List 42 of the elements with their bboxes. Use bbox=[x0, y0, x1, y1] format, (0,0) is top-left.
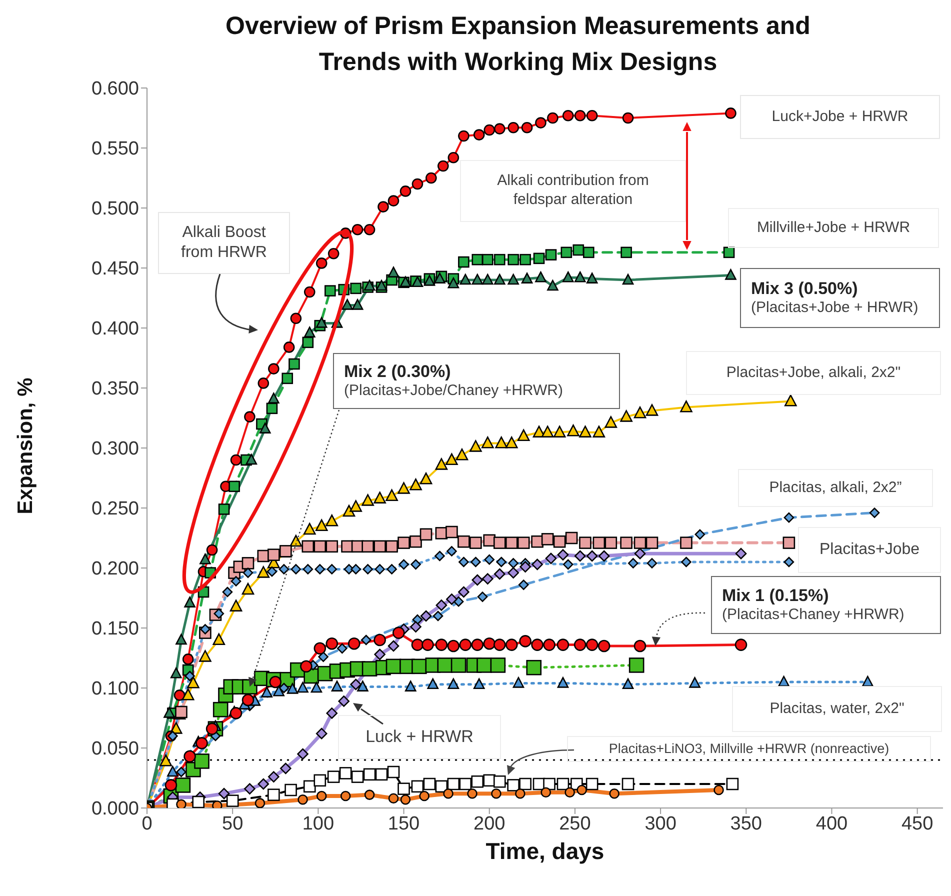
y-tick-label: 0.600 bbox=[91, 78, 139, 100]
y-tick-label: 0.550 bbox=[91, 138, 139, 160]
annotation: Placitas+LiNO3, Millville +HRWR (nonreactive) bbox=[608, 740, 890, 758]
y-axis-title: Expansion, % bbox=[14, 376, 38, 516]
y-tick-label: 0.350 bbox=[91, 378, 139, 400]
x-tick-label: 250 bbox=[559, 813, 591, 834]
annotation: (Placitas+Chaney +HRWR) bbox=[722, 606, 904, 625]
annotation: Placitas, water, 2x2" bbox=[770, 700, 904, 718]
x-tick-label: 400 bbox=[816, 813, 848, 834]
annotation: Luck + HRWR bbox=[366, 726, 474, 748]
annotation: Luck+Jobe + HRWR bbox=[772, 108, 908, 126]
annotation: (Placitas+Jobe + HRWR) bbox=[751, 299, 918, 318]
x-tick-label: 0 bbox=[142, 813, 152, 834]
annotation: (Placitas+Jobe/Chaney +HRWR) bbox=[344, 382, 563, 401]
x-tick-label: 200 bbox=[474, 813, 506, 834]
y-tick-label: 0.450 bbox=[91, 258, 139, 280]
x-tick-label: 350 bbox=[730, 813, 762, 834]
y-tick-label: 0.150 bbox=[91, 618, 139, 640]
annotation: Placitas, alkali, 2x2” bbox=[769, 478, 902, 498]
x-tick-label: 150 bbox=[388, 813, 420, 834]
y-tick-label: 0.500 bbox=[91, 198, 139, 220]
y-tick-label: 0.400 bbox=[91, 318, 139, 340]
y-tick-label: 0.050 bbox=[91, 738, 139, 760]
x-tick-label: 300 bbox=[644, 813, 676, 834]
x-axis-title: Time, days bbox=[484, 838, 606, 865]
x-tick-label: 100 bbox=[302, 813, 334, 834]
annotation: Placitas+Jobe bbox=[819, 540, 920, 560]
x-tick-label: 450 bbox=[901, 813, 934, 834]
y-tick-label: 0.200 bbox=[91, 558, 139, 580]
annotation: Mix 3 (0.50%) bbox=[751, 278, 858, 300]
annotation: Alkali Boost from HRWR bbox=[180, 223, 268, 263]
annotation: Placitas+Jobe, alkali, 2x2" bbox=[726, 364, 901, 382]
annotation: Alkali contribution from feldspar alteration bbox=[496, 172, 650, 210]
y-tick-label: 0.250 bbox=[91, 498, 139, 520]
y-tick-label: 0.300 bbox=[91, 438, 139, 460]
y-tick-label: 0.000 bbox=[91, 798, 139, 820]
annotation: Millville+Jobe + HRWR bbox=[756, 218, 910, 238]
annotation: Mix 2 (0.30%) bbox=[344, 361, 451, 382]
x-tick-label: 50 bbox=[222, 813, 244, 834]
y-tick-label: 0.100 bbox=[91, 678, 139, 700]
annotation: Mix 1 (0.15%) bbox=[722, 585, 829, 606]
chart-title: Overview of Prism Expansion Measurements and Trends with Working Mix Designs bbox=[224, 11, 812, 78]
